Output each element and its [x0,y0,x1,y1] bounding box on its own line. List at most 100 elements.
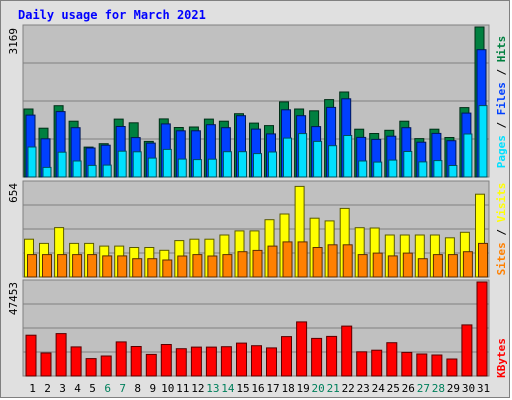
bar-pages-day-10 [162,148,172,178]
bar-sites-day-6 [102,255,113,278]
bar-kbytes-day-20 [311,337,323,377]
bar-sites-day-28 [432,254,443,278]
x-tick-label: 31 [477,382,490,395]
bar-sites-day-5 [87,254,98,278]
bar-pages-day-9 [147,157,157,178]
bar-kbytes-day-10 [160,344,172,377]
bar-pages-day-14 [222,151,232,178]
bar-pages-day-3 [57,151,67,178]
bar-pages-day-29 [448,165,458,178]
bar-pages-day-12 [192,159,202,178]
bar-kbytes-day-11 [175,348,187,377]
bar-kbytes-day-17 [266,347,277,377]
legend-visits: Visits [495,183,508,223]
bar-pages-day-19 [298,133,308,178]
bar-kbytes-day-5 [85,358,97,377]
y-max-label-visits: 654 [7,183,20,203]
bar-kbytes-day-4 [70,346,82,377]
bar-pages-day-31 [478,105,488,178]
bar-sites-day-11 [177,255,188,278]
bar-kbytes-day-9 [145,353,157,377]
bar-sites-day-8 [132,258,143,278]
bar-sites-day-17 [267,245,278,278]
bar-kbytes-day-3 [55,333,67,377]
bar-kbytes-day-26 [401,351,413,377]
bar-sites-day-3 [57,254,68,278]
bar-sites-day-24 [372,252,383,278]
x-tick-label: 27 [417,382,430,395]
bar-sites-day-31 [478,242,488,278]
bar-kbytes-day-13 [205,346,217,377]
x-tick-label: 25 [387,382,400,395]
bar-sites-day-1 [27,254,37,278]
bar-pages-day-24 [373,161,383,178]
x-tick-label: 6 [104,382,111,395]
bar-kbytes-day-6 [100,355,112,377]
bar-kbytes-day-31 [476,281,488,377]
bar-pages-day-7 [117,150,127,178]
bar-pages-day-4 [72,160,82,178]
bar-kbytes-day-18 [281,336,292,377]
legend-sites-visits: Sites / Visits [495,183,508,276]
bar-pages-day-13 [207,158,217,178]
x-axis-day-labels: 1 2 3 4 5 6 7 8 9 10 11 12 13 14 15 16 17 18 19 20 21 22 23 24 2… [29,382,490,395]
x-tick-label: 16 [251,382,264,395]
bar-kbytes-day-15 [236,342,247,377]
x-tick-label: 4 [74,382,81,395]
bar-sites-day-12 [192,254,203,278]
x-tick-label: 21 [327,382,340,395]
x-tick-label: 15 [236,382,249,395]
x-tick-label: 18 [281,382,294,395]
bar-sites-day-26 [402,252,413,278]
bar-kbytes-day-1 [25,334,37,377]
bar-kbytes-day-29 [446,358,458,377]
bar-pages-day-27 [418,161,428,178]
x-tick-label: 13 [206,382,219,395]
bar-kbytes-day-30 [461,324,473,377]
bar-pages-day-30 [463,133,473,178]
bar-sites-day-4 [72,254,83,278]
bar-pages-day-26 [403,151,413,178]
x-tick-label: 29 [447,382,460,395]
chart-title: Daily usage for March 2021 [18,8,206,22]
bar-kbytes-day-23 [356,351,368,377]
x-tick-label: 14 [221,382,235,395]
x-tick-label: 3 [59,382,66,395]
bar-kbytes-day-19 [296,321,308,377]
bar-sites-day-10 [162,259,173,278]
bar-sites-day-2 [42,254,52,278]
x-tick-label: 11 [176,382,189,395]
bar-pages-day-16 [253,153,262,178]
bar-kbytes-day-24 [371,349,383,377]
bar-kbytes-day-16 [251,345,262,377]
bar-sites-day-14 [222,254,233,278]
legend-kbytes: KBytes [495,338,508,378]
bar-pages-day-17 [268,151,277,178]
bar-pages-day-11 [177,158,187,178]
x-tick-label: 8 [134,382,141,395]
bar-pages-day-23 [358,160,368,178]
x-tick-label: 28 [432,382,445,395]
bar-pages-day-21 [328,145,338,178]
bar-sites-day-27 [417,258,428,278]
legend-pages-files-hits: Pages / Files / Hits [495,36,508,169]
bar-pages-day-22 [343,135,353,178]
bar-pages-day-28 [433,160,443,178]
x-tick-label: 17 [266,382,279,395]
x-tick-label: 19 [296,382,309,395]
x-tick-label: 30 [462,382,475,395]
x-tick-label: 10 [161,382,174,395]
legend-files: Files [495,82,508,115]
bar-kbytes-day-28 [431,354,443,377]
bar-pages-day-5 [87,164,97,178]
bar-sites-day-7 [117,255,128,278]
y-max-label-kbytes: 47453 [7,282,20,315]
bar-pages-day-20 [313,140,323,178]
x-tick-label: 26 [402,382,415,395]
bar-sites-day-18 [282,241,293,278]
bar-sites-day-30 [462,251,473,278]
legend-pages: Pages [495,135,508,168]
x-tick-label: 9 [149,382,156,395]
bar-kbytes-day-21 [326,335,338,377]
